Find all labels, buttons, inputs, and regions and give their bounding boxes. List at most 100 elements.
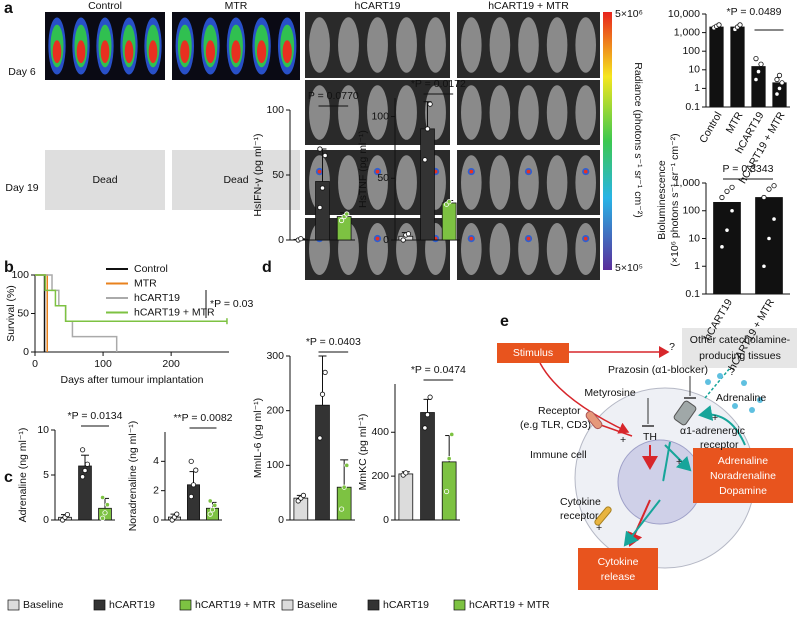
label: Receptor bbox=[538, 405, 581, 417]
legend-label: hCART19 + MTR bbox=[195, 599, 276, 611]
data-point bbox=[753, 76, 759, 83]
label: Noradrenaline bbox=[710, 470, 776, 482]
x-tick-label: 100 bbox=[94, 358, 112, 370]
arrow bbox=[539, 362, 630, 434]
mouse bbox=[575, 85, 596, 140]
data-point bbox=[737, 22, 743, 28]
y-tick-label: 2 bbox=[153, 484, 159, 496]
plus: + bbox=[676, 456, 682, 468]
mouse bbox=[575, 222, 596, 276]
signal bbox=[375, 236, 380, 241]
data-point bbox=[300, 492, 307, 498]
legend-swatch bbox=[367, 599, 380, 611]
mouse bbox=[367, 85, 388, 140]
label: TH bbox=[643, 431, 657, 443]
annotation: *P = 0.0134 bbox=[68, 410, 123, 422]
dead-box bbox=[172, 150, 300, 210]
data-point bbox=[317, 204, 323, 211]
y-tick-label: 1,000 bbox=[674, 177, 700, 189]
y-tick-label: 1 bbox=[694, 260, 700, 272]
data-point bbox=[100, 494, 106, 501]
data-point bbox=[298, 236, 304, 242]
plus: + bbox=[596, 522, 602, 534]
data-point bbox=[341, 484, 347, 490]
y-tick-label: 100 bbox=[371, 110, 389, 122]
annotation: P = 0.0770 bbox=[308, 90, 359, 102]
data-point bbox=[80, 474, 86, 480]
y-axis-label: Adrenaline (ng ml⁻¹) bbox=[17, 428, 29, 523]
y-tick-label: 100 bbox=[266, 104, 284, 116]
data-point bbox=[443, 488, 450, 495]
data-point bbox=[102, 510, 108, 516]
data-point bbox=[64, 511, 71, 518]
legend-label: hCART19 bbox=[383, 599, 429, 611]
mouse bbox=[396, 222, 417, 276]
y-tick-label: 10 bbox=[37, 424, 49, 436]
data-point bbox=[758, 61, 764, 67]
signal bbox=[469, 169, 474, 174]
day-label: Day 6 bbox=[8, 66, 36, 78]
mouse bbox=[396, 155, 417, 210]
data-point bbox=[766, 235, 772, 242]
mouse bbox=[52, 40, 62, 64]
legend-swatch bbox=[281, 599, 294, 611]
data-point bbox=[322, 152, 328, 159]
y-tick-label: 50 bbox=[377, 172, 389, 184]
mouse bbox=[148, 40, 158, 64]
panel-label: a bbox=[4, 0, 13, 17]
label: (e.g TLR, CD3) bbox=[520, 419, 591, 431]
label: Dopamine bbox=[719, 485, 767, 497]
mouse bbox=[546, 222, 568, 276]
data-point bbox=[317, 435, 323, 441]
mouse bbox=[367, 155, 388, 210]
panel-label: e bbox=[500, 313, 509, 330]
data-point bbox=[319, 391, 326, 397]
legend-label: hCART19 + MTR bbox=[134, 306, 215, 318]
y-axis-label: Survival (%) bbox=[5, 285, 17, 342]
y-axis-label: HsIFN-γ (pg ml⁻¹) bbox=[252, 133, 264, 216]
colorbar-label: Radiance (photons s⁻¹ sr⁻¹ cm⁻²) bbox=[632, 62, 644, 218]
label: release bbox=[601, 571, 636, 583]
signal bbox=[375, 169, 380, 174]
y-tick-label: 300 bbox=[266, 350, 284, 362]
group-label: hCART19 + MTR bbox=[488, 0, 569, 12]
colorbar-min: 5×10⁵ bbox=[615, 262, 643, 274]
legend-label: Baseline bbox=[23, 599, 63, 611]
mouse bbox=[518, 222, 539, 276]
legend-swatch bbox=[453, 599, 466, 611]
signal bbox=[526, 169, 531, 174]
y-tick-label: 0 bbox=[383, 234, 389, 246]
mouse bbox=[396, 17, 417, 73]
y-tick-label: 10 bbox=[688, 64, 700, 76]
data-point bbox=[104, 502, 111, 508]
bar bbox=[751, 66, 766, 108]
data-point bbox=[427, 394, 433, 400]
legend-swatch bbox=[7, 599, 20, 611]
y-axis-label: HsTNF (pg ml⁻¹) bbox=[357, 130, 369, 208]
mouse bbox=[309, 85, 330, 140]
signal bbox=[469, 236, 474, 241]
catecholamine-box bbox=[693, 448, 793, 503]
data-point bbox=[403, 470, 409, 476]
bar bbox=[78, 465, 92, 521]
mouse bbox=[575, 17, 596, 73]
panel-label: b bbox=[4, 259, 14, 276]
label: producing tissues bbox=[699, 350, 781, 362]
data-point bbox=[100, 515, 106, 521]
y-tick-label: 4 bbox=[153, 455, 159, 467]
label: ? bbox=[669, 341, 675, 353]
mouse bbox=[124, 40, 134, 64]
mouse bbox=[367, 222, 388, 276]
mouse bbox=[231, 40, 241, 64]
group-label: MTR bbox=[225, 0, 248, 12]
y-tick-label: 1 bbox=[694, 82, 700, 94]
y-tick-label: 10 bbox=[688, 232, 700, 244]
bar bbox=[420, 128, 435, 241]
label: Stimulus bbox=[513, 347, 553, 359]
x-tick-label: Control bbox=[697, 110, 724, 145]
data-point bbox=[446, 455, 452, 462]
y-tick-label: 0 bbox=[278, 234, 284, 246]
data-point bbox=[344, 462, 350, 468]
adrenaline-dots bbox=[705, 373, 763, 413]
